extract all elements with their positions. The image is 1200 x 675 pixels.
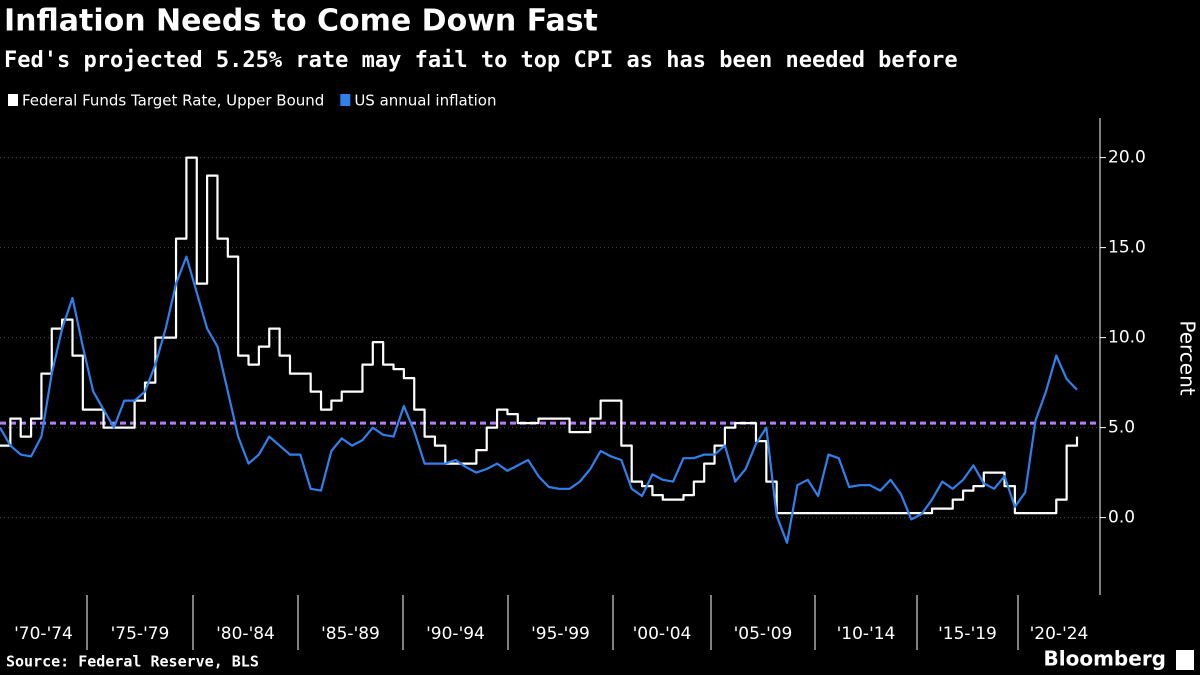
x-tick-label: '85-'89 (321, 624, 380, 644)
y-tick-label: 0.0 (1108, 508, 1135, 528)
x-tick-label: '20-'24 (1030, 624, 1089, 644)
x-tick-label: '70-'74 (14, 624, 73, 644)
x-tick-label: '05-'09 (734, 624, 793, 644)
y-axis-label: Percent (1176, 320, 1200, 395)
brand-icon (1176, 650, 1194, 670)
x-tick-label: '80-'84 (216, 624, 275, 644)
x-tick-label: '15-'19 (938, 624, 997, 644)
x-tick-label: '90-'94 (426, 624, 485, 644)
series-line (0, 255, 1078, 544)
y-tick-label: 10.0 (1108, 328, 1146, 348)
legend-label: US annual inflation (354, 92, 496, 110)
legend-label: Federal Funds Target Rate, Upper Bound (22, 92, 324, 110)
x-tick-label: '75-'79 (111, 624, 170, 644)
x-tick-label: '10-'14 (837, 624, 896, 644)
y-tick-label: 15.0 (1108, 238, 1146, 258)
source: Source: Federal Reserve, BLS (6, 653, 259, 671)
brand: Bloomberg (1044, 647, 1166, 671)
x-tick-label: '00-'04 (633, 624, 692, 644)
y-tick-label: 20.0 (1108, 148, 1146, 168)
legend-swatch (8, 94, 18, 106)
x-tick-label: '95-'99 (531, 624, 590, 644)
y-tick-label: 5.0 (1108, 418, 1135, 438)
series-line (0, 156, 1079, 515)
legend-swatch (340, 94, 351, 106)
chart-title: Inflation Needs to Come Down Fast (4, 4, 598, 39)
chart-subtitle: Fed's projected 5.25% rate may fail to t… (4, 48, 958, 73)
